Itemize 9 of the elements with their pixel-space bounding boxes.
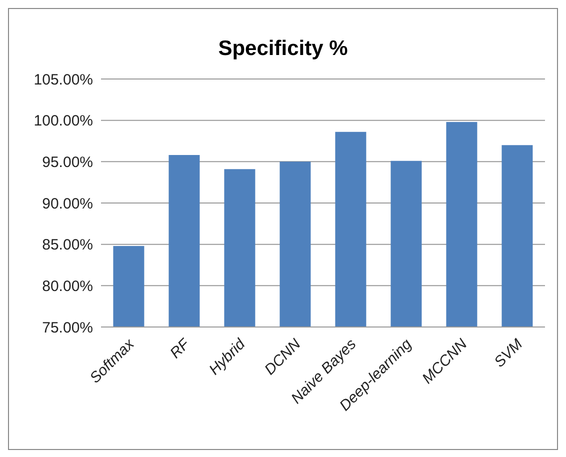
chart-title: Specificity % — [217, 37, 349, 62]
y-tick-label: 90.00% — [42, 195, 93, 212]
y-tick-label: 75.00% — [42, 319, 93, 336]
y-tick-label: 80.00% — [42, 278, 93, 295]
y-tick-label: 105.00% — [34, 71, 93, 88]
x-tick-label: RF — [166, 335, 194, 362]
y-tick-label: 85.00% — [42, 236, 93, 254]
y-tick-label: 95.00% — [42, 154, 93, 171]
y-tick-label: 100.00% — [34, 112, 93, 130]
